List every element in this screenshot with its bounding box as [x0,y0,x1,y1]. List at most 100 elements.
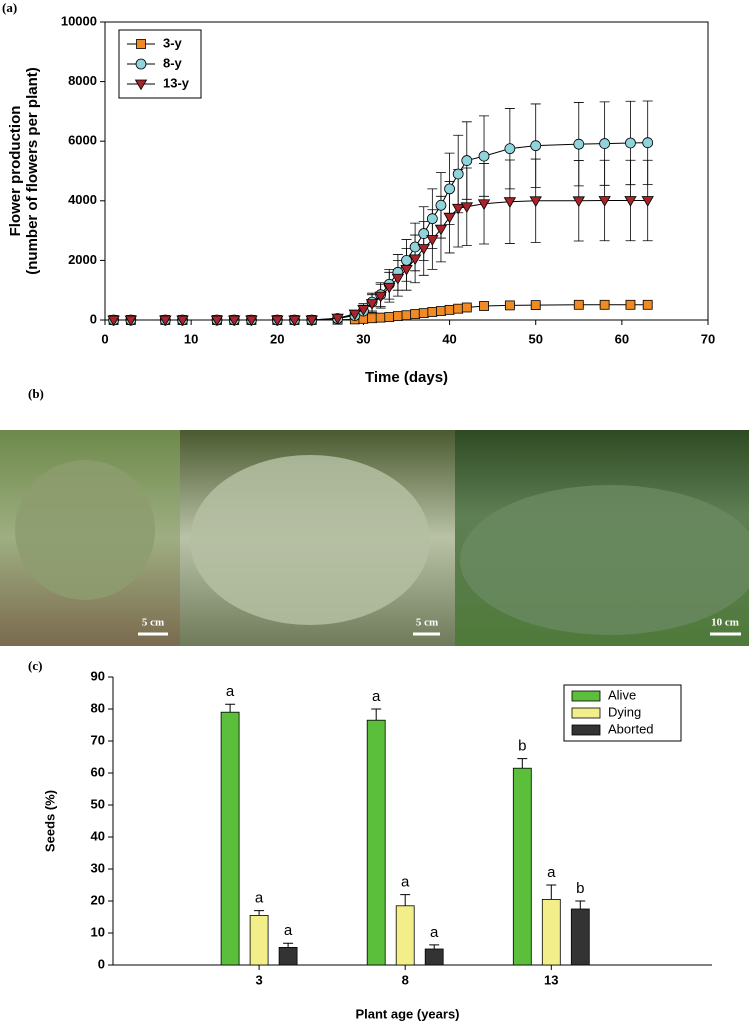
marker [641,196,654,207]
marker [503,197,517,208]
marker [176,315,189,327]
legend-label: 13-y [163,75,190,90]
error-bar [400,894,411,906]
bar [395,905,415,966]
y-tick-label: 4000 [68,192,97,207]
marker [451,203,465,215]
x-axis-title: Plant age (years) [355,1006,459,1021]
marker [305,315,318,327]
y-tick-label: 10 [91,924,105,939]
y-tick-label: 6000 [68,133,97,148]
marker [357,305,370,316]
marker [426,235,439,246]
marker [426,213,438,225]
marker [427,307,438,317]
error-bar [546,884,557,900]
legend-label: 8-y [163,55,183,70]
marker [573,299,584,310]
bar [278,947,298,966]
legend-label: 3-y [163,35,183,50]
marker [530,300,541,311]
marker [452,168,464,180]
marker [625,299,636,310]
legend-swatch [571,690,601,702]
marker [642,299,653,310]
marker [460,202,473,214]
x-tick-label: 0 [101,331,108,346]
marker [408,254,422,266]
x-tick-label: 60 [615,331,629,346]
legend-swatch [571,724,601,736]
marker [409,241,421,253]
panel-label: (b) [28,386,44,401]
significance-letter: a [226,683,235,700]
marker [453,303,464,314]
marker [136,39,146,49]
marker [599,299,610,310]
x-tick-label: 50 [528,331,542,346]
scale-label: 5 cm [142,617,164,629]
marker [384,312,395,322]
marker [434,224,448,236]
marker [530,140,542,152]
marker [435,199,447,211]
marker [572,196,585,208]
scale-label: 10 cm [711,617,739,629]
y-tick-label: 0 [90,311,97,326]
marker [573,138,585,150]
marker [401,310,412,321]
legend-label: Alive [608,687,636,702]
y-axis-title: (number of flowers per plant) [24,67,41,275]
legend-label: Dying [608,704,641,719]
marker [331,313,344,325]
significance-letter: a [372,688,381,705]
bar [570,908,590,966]
x-tick-label: 40 [442,331,456,346]
marker [134,79,148,91]
x-tick-label: 30 [356,331,370,346]
bar [512,767,532,966]
y-axis-title: Seeds (%) [42,790,57,852]
marker [599,138,611,149]
x-tick-label: 70 [701,331,715,346]
y-tick-label: 20 [91,892,105,907]
marker [374,291,387,303]
significance-letter: a [430,924,439,941]
y-tick-label: 50 [91,796,105,811]
marker [365,299,379,310]
marker [443,212,456,224]
significance-letter: a [401,874,410,891]
marker [367,313,377,324]
marker [418,308,429,319]
marker [478,150,490,162]
x-tick-label: 3 [255,972,262,987]
y-tick-label: 2000 [68,252,97,267]
bar [220,711,240,966]
error-bar [283,942,294,948]
y-tick-label: 60 [91,764,105,779]
bar [366,719,386,966]
y-tick-label: 10000 [61,13,97,28]
y-tick-label: 0 [98,956,105,971]
x-tick-label: 8 [402,972,409,987]
marker [529,196,542,208]
significance-letter: b [518,738,526,755]
x-tick-label: 10 [184,331,198,346]
marker [410,309,421,319]
marker [477,199,491,211]
marker [271,315,284,327]
x-tick-label: 20 [270,331,284,346]
marker [288,315,301,327]
error-bar [225,703,236,713]
marker [124,315,138,327]
marker [245,315,258,327]
marker [228,315,241,327]
marker [159,315,172,327]
panel-label: (c) [28,658,42,673]
marker [461,302,472,313]
marker [504,300,515,311]
marker [461,155,473,166]
marker [624,196,637,207]
marker [625,137,636,149]
